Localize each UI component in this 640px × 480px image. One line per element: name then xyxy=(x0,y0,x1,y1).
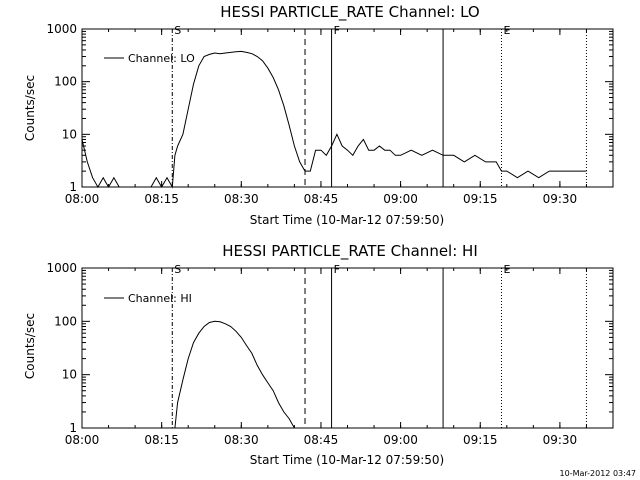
series-line xyxy=(81,50,587,189)
y-tick-label: 100 xyxy=(54,314,77,328)
x-axis-label: Start Time (10-Mar-12 07:59:50) xyxy=(250,213,444,227)
x-tick-label: 08:45 xyxy=(304,433,339,447)
plot-frame xyxy=(81,267,614,429)
x-tick-label: 09:00 xyxy=(383,192,418,206)
x-tick-label: 08:30 xyxy=(224,433,259,447)
y-tick-labels: 1 10 100 1000 xyxy=(46,261,613,435)
data-series xyxy=(174,320,295,429)
data-series xyxy=(81,50,587,189)
y-tick-label: 100 xyxy=(54,75,77,89)
x-tick-labels: 08:00 08:15 08:30 08:45 09:00 09:15 09:30 xyxy=(65,29,614,206)
x-tick-label: 09:15 xyxy=(463,433,498,447)
x-tick-label: 09:30 xyxy=(543,433,578,447)
x-axis-label: Start Time (10-Mar-12 07:59:50) xyxy=(250,453,444,467)
x-tick-label: 09:00 xyxy=(383,433,418,447)
y-tick-label: 1000 xyxy=(46,261,77,275)
y-axis-label: Counts/sec xyxy=(23,313,37,379)
plot-frame xyxy=(81,28,614,188)
x-tick-label: 08:00 xyxy=(65,192,100,206)
y-tick-label: 1 xyxy=(69,421,77,435)
y-tick-label: 10 xyxy=(62,368,77,382)
x-tick-label: 08:30 xyxy=(224,192,259,206)
x-tick-label: 08:15 xyxy=(144,433,179,447)
series-line xyxy=(174,320,295,429)
x-tick-label: 08:15 xyxy=(144,192,179,206)
x-tick-label: 08:00 xyxy=(65,433,100,447)
legend-label: Channel: HI xyxy=(128,292,192,305)
event-marker-label: S xyxy=(174,263,181,276)
legend: Channel: HI xyxy=(104,292,192,305)
event-marker-label: E xyxy=(503,263,510,276)
y-axis-label: Counts/sec xyxy=(23,75,37,141)
event-marker-label: E xyxy=(503,24,510,37)
y-tick-label: 1 xyxy=(69,180,77,194)
chart-panel-hi: HESSI PARTICLE_RATE Channel: HI Counts/s… xyxy=(23,242,614,467)
chart-title: HESSI PARTICLE_RATE Channel: HI xyxy=(222,242,478,261)
chart-title: HESSI PARTICLE_RATE Channel: LO xyxy=(220,3,479,22)
y-tick-label: 1000 xyxy=(46,22,77,36)
chart-panel-lo: HESSI PARTICLE_RATE Channel: LO Counts/s… xyxy=(23,3,614,227)
timestamp-footer: 10-Mar-2012 03:47 xyxy=(560,469,637,478)
x-tick-label: 09:15 xyxy=(463,192,498,206)
event-marker-label: F xyxy=(334,263,340,276)
legend: Channel: LO xyxy=(104,52,195,65)
legend-label: Channel: LO xyxy=(128,52,195,65)
y-tick-label: 10 xyxy=(62,127,77,141)
event-marker-label: F xyxy=(334,24,340,37)
x-tick-label: 08:45 xyxy=(304,192,339,206)
event-marker-label: S xyxy=(174,24,181,37)
x-tick-label: 09:30 xyxy=(543,192,578,206)
